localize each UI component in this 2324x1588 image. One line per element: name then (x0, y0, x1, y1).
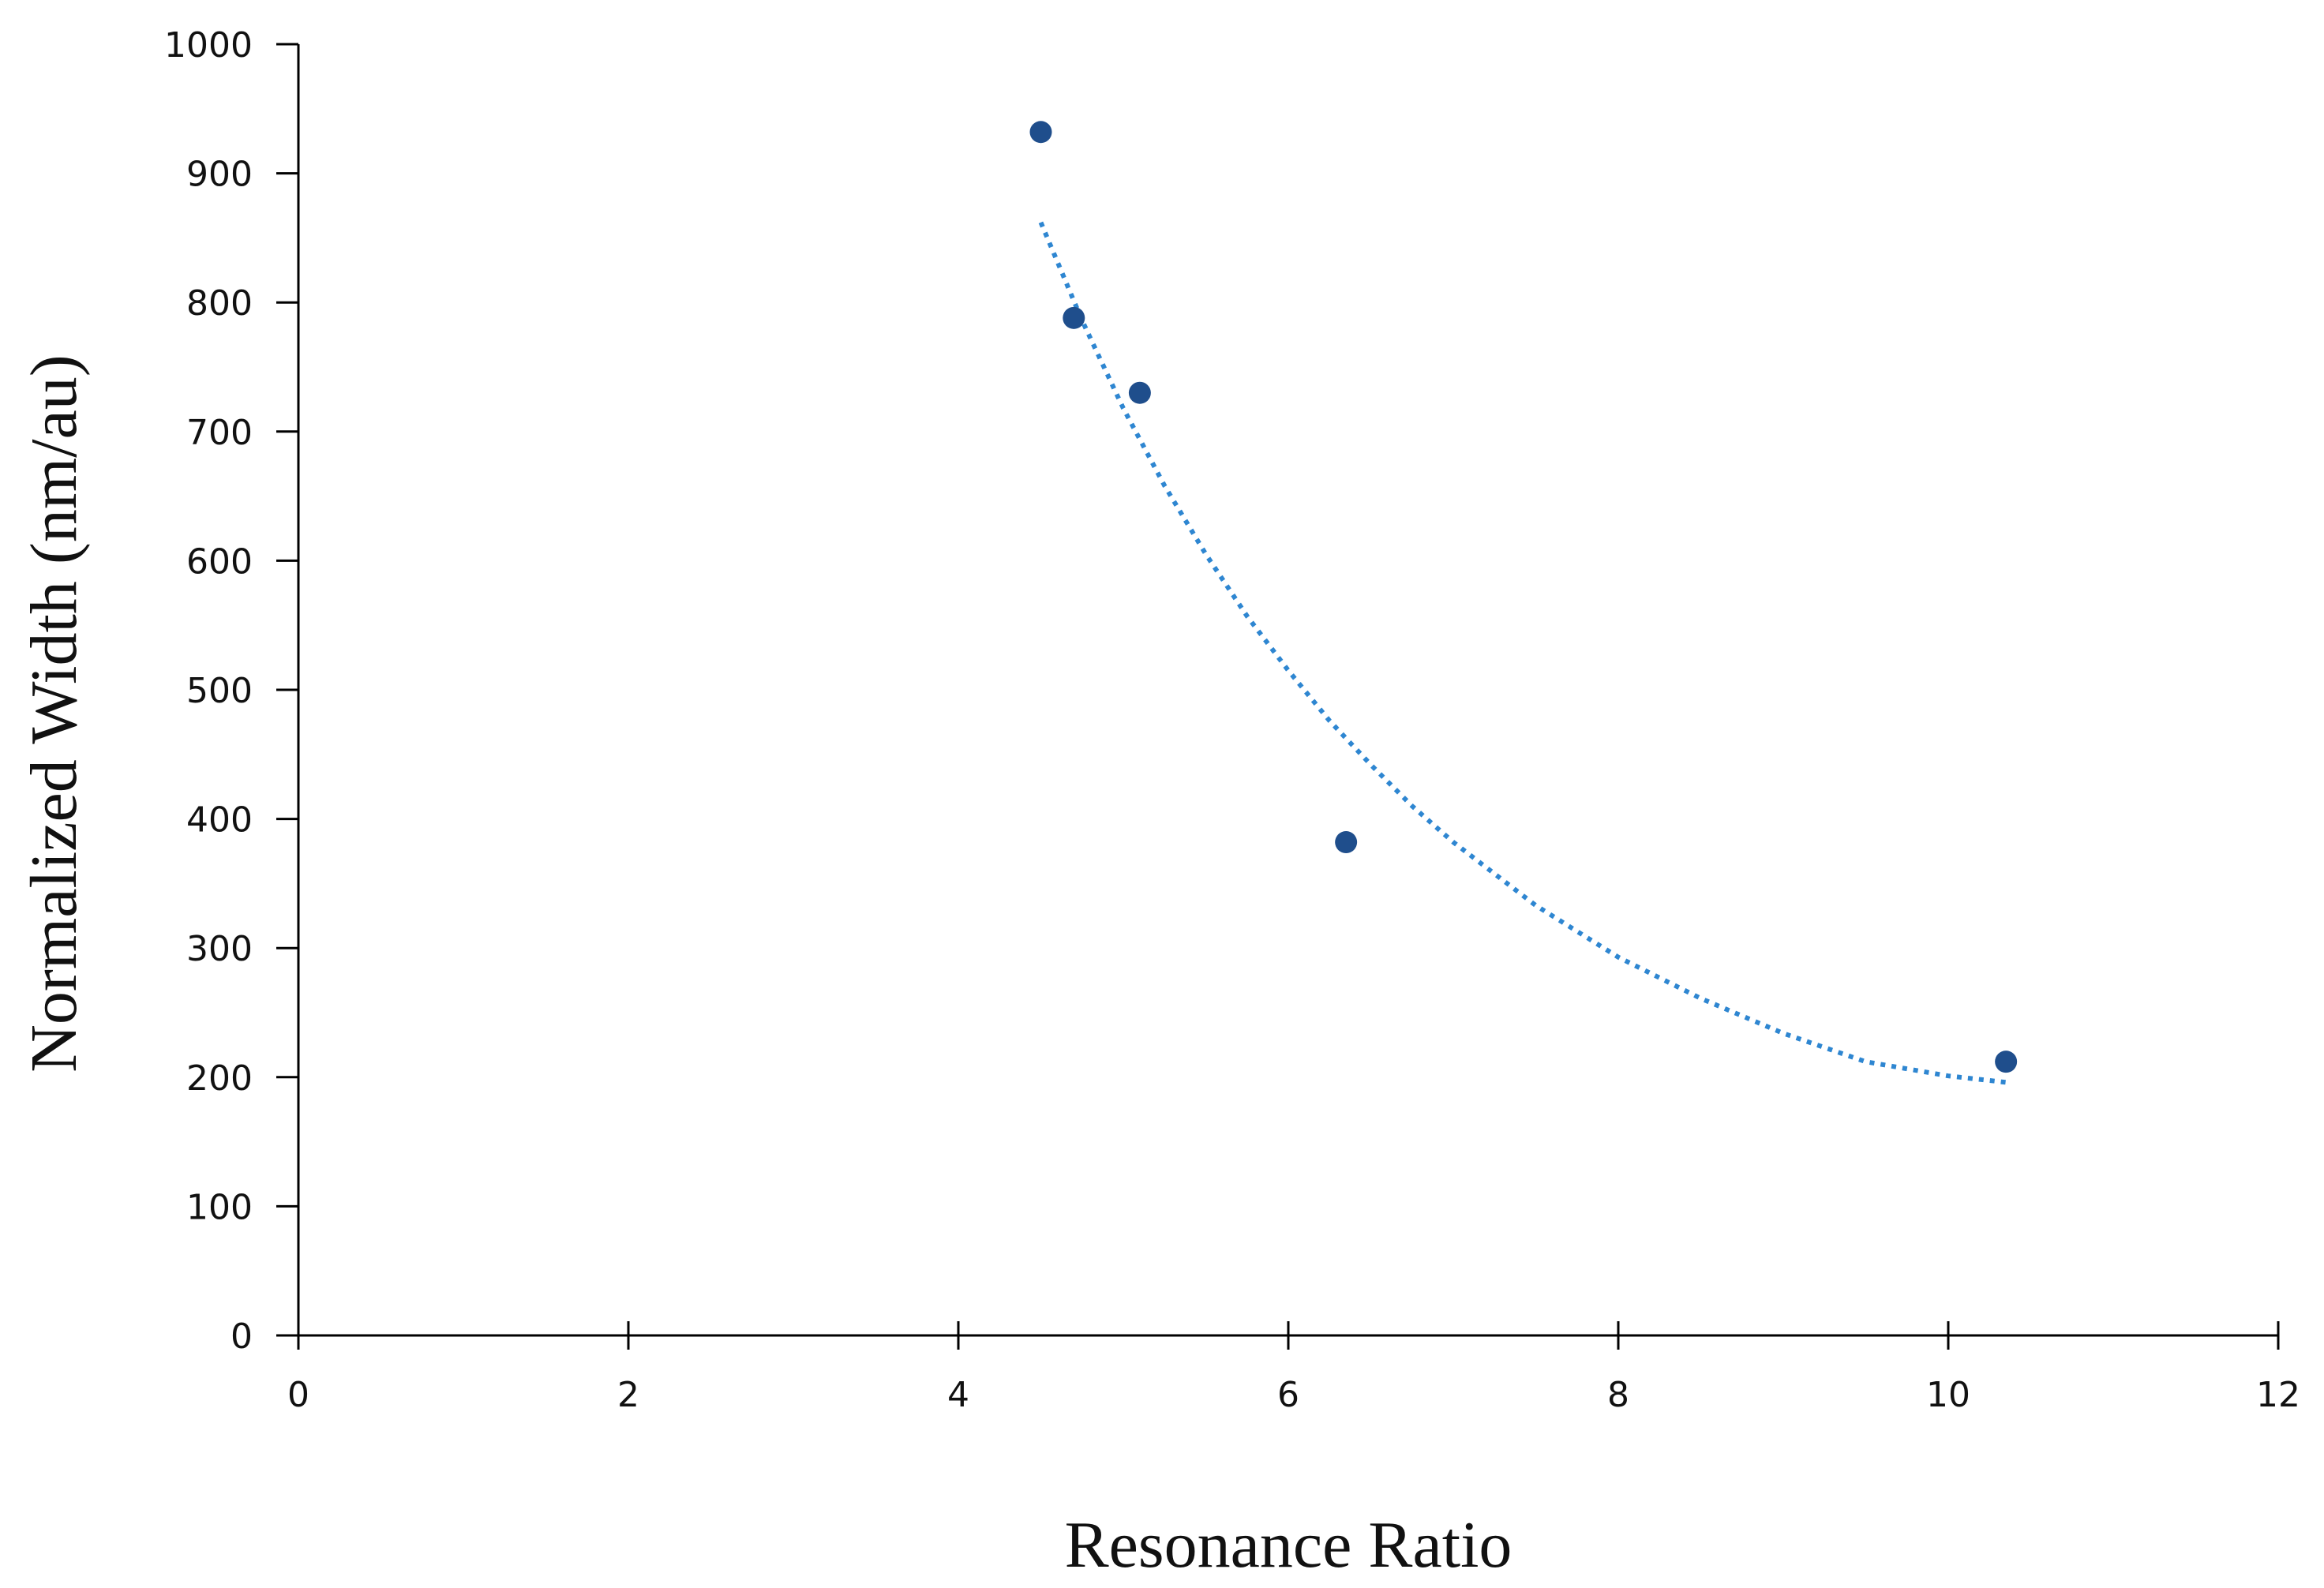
x-tick-label: 4 (947, 1375, 969, 1415)
x-ticks: 0 2 4 6 8 10 12 (287, 1321, 2300, 1415)
y-tick-label: 900 (186, 155, 253, 195)
x-tick-label: 6 (1277, 1375, 1299, 1415)
x-tick-label: 12 (2256, 1375, 2300, 1415)
y-tick-label: 500 (186, 671, 253, 711)
x-tick-label: 10 (1926, 1375, 1970, 1415)
y-tick-label: 0 (231, 1316, 253, 1357)
x-tick-label: 0 (287, 1375, 309, 1415)
trendline-group (1038, 221, 2007, 1085)
trendline (1038, 221, 2007, 1085)
y-tick-label: 400 (186, 800, 253, 841)
x-tick-label: 2 (617, 1375, 639, 1415)
axes (297, 44, 2278, 1337)
y-tick-label: 300 (186, 929, 253, 969)
data-point (1335, 831, 1358, 854)
y-tick-label: 100 (186, 1187, 253, 1227)
y-tick-label: 1000 (164, 25, 253, 66)
data-point (1995, 1051, 2018, 1073)
data-point (1128, 381, 1151, 404)
x-axis-title: Resonance Ratio (1065, 1508, 1512, 1582)
y-tick-label: 600 (186, 541, 253, 582)
data-point (1029, 121, 1052, 144)
y-tick-label: 700 (186, 413, 253, 453)
y-ticks: 0 100 200 300 400 500 600 700 800 900 1000 (164, 25, 298, 1357)
data-points (1029, 121, 2018, 1073)
y-tick-label: 200 (186, 1058, 253, 1099)
x-tick-label: 8 (1607, 1375, 1629, 1415)
data-point (1063, 306, 1085, 329)
y-tick-label: 800 (186, 283, 253, 324)
y-axis-title: Normalized Width (nm/au) (17, 354, 91, 1072)
